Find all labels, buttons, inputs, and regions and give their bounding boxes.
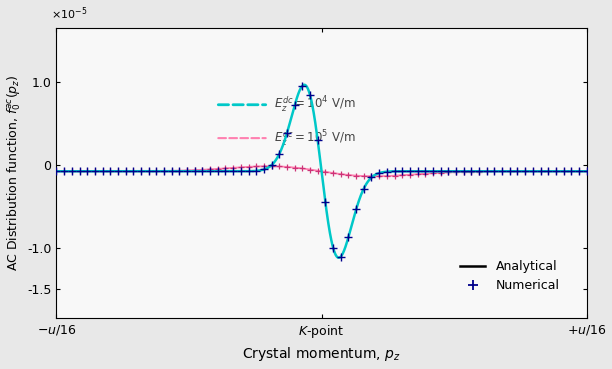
X-axis label: Crystal momentum, $p_z$: Crystal momentum, $p_z$ — [242, 345, 401, 363]
Text: $\times 10^{-5}$: $\times 10^{-5}$ — [51, 6, 88, 22]
Text: $E_z^{dc} = 10^4$ V/m: $E_z^{dc} = 10^4$ V/m — [274, 95, 356, 114]
Y-axis label: AC Distribution function, $f_0^{ac}(p_z)$: AC Distribution function, $f_0^{ac}(p_z)… — [6, 75, 23, 271]
Text: $E_z^{dc} = 10^5$ V/m: $E_z^{dc} = 10^5$ V/m — [274, 128, 356, 148]
Legend: Analytical, Numerical: Analytical, Numerical — [455, 255, 564, 297]
